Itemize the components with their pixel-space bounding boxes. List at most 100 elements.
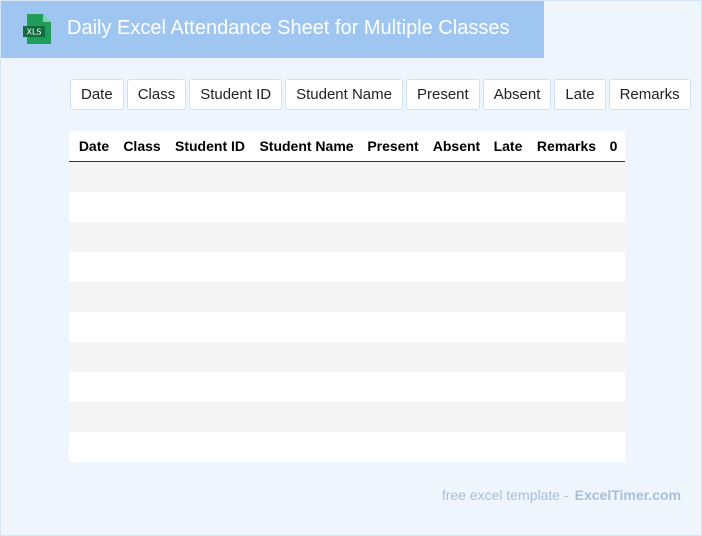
footer-text: free excel template - — [441, 487, 569, 503]
table-cell — [119, 161, 165, 192]
table-cell — [255, 252, 358, 282]
table-cell — [119, 282, 165, 312]
table-cell — [358, 312, 428, 342]
attendance-table: Date Class Student ID Student Name Present Ab… — [69, 131, 625, 462]
table-cell — [165, 192, 255, 222]
table-cell — [485, 282, 531, 312]
table-row — [69, 222, 625, 252]
table-cell — [602, 342, 625, 372]
table-cell — [119, 312, 165, 342]
table-body — [69, 161, 625, 462]
table-cell — [255, 432, 358, 462]
table-cell — [255, 282, 358, 312]
table-cell — [531, 342, 602, 372]
table-cell — [485, 192, 531, 222]
table-cell — [358, 192, 428, 222]
column-header: Late — [485, 131, 531, 162]
table-row — [69, 282, 625, 312]
table-cell — [602, 252, 625, 282]
filter-button[interactable]: Absent — [482, 79, 552, 110]
table-cell — [428, 342, 485, 372]
table-row — [69, 161, 625, 192]
table-cell — [358, 282, 428, 312]
footer-brand: ExcelTimer.com — [574, 487, 681, 503]
column-header: Class — [119, 131, 165, 162]
table-cell — [119, 252, 165, 282]
table-cell — [602, 432, 625, 462]
column-header: Absent — [428, 131, 485, 162]
table-cell — [485, 161, 531, 192]
page-title: Daily Excel Attendance Sheet for Multipl… — [67, 17, 510, 39]
icon-label: XLS — [26, 28, 41, 37]
table-cell — [358, 222, 428, 252]
table-cell — [69, 282, 119, 312]
table-row — [69, 372, 625, 402]
table-cell — [119, 342, 165, 372]
filter-button[interactable]: Late — [554, 79, 606, 110]
filter-button[interactable]: Class — [126, 79, 187, 110]
table-cell — [69, 342, 119, 372]
table-cell — [255, 312, 358, 342]
xls-icon: XLS — [23, 14, 51, 44]
table-cell — [485, 372, 531, 402]
table-cell — [358, 342, 428, 372]
footer: free excel template - ExcelTimer.com — [442, 487, 681, 503]
table-cell — [165, 222, 255, 252]
table-cell — [165, 402, 255, 432]
table-cell — [165, 312, 255, 342]
table-cell — [428, 432, 485, 462]
table-cell — [602, 161, 625, 192]
column-header: Present — [358, 131, 428, 162]
table-cell — [358, 372, 428, 402]
table-cell — [531, 312, 602, 342]
table-cell — [165, 161, 255, 192]
table-cell — [428, 402, 485, 432]
table-cell — [531, 222, 602, 252]
table-cell — [255, 372, 358, 402]
table-cell — [69, 192, 119, 222]
table-cell — [428, 192, 485, 222]
table-row — [69, 342, 625, 372]
table-cell — [69, 252, 119, 282]
table-cell — [69, 402, 119, 432]
table-cell — [531, 161, 602, 192]
table-cell — [165, 282, 255, 312]
table-cell — [165, 432, 255, 462]
table-cell — [485, 432, 531, 462]
filter-button[interactable]: Student ID — [189, 79, 283, 110]
filter-button[interactable]: Date — [70, 79, 124, 110]
table-cell — [69, 432, 119, 462]
table-cell — [485, 402, 531, 432]
table-cell — [531, 432, 602, 462]
column-header: Student Name — [255, 131, 358, 162]
table-cell — [602, 312, 625, 342]
table-cell — [69, 222, 119, 252]
table-cell — [255, 192, 358, 222]
button-row: Date Class Student ID Student Name Present Ab… — [70, 79, 691, 110]
table-cell — [485, 222, 531, 252]
table-cell — [119, 222, 165, 252]
table-cell — [255, 161, 358, 192]
table-cell — [119, 432, 165, 462]
table-row — [69, 252, 625, 282]
table-cell — [358, 161, 428, 192]
table-cell — [69, 161, 119, 192]
filter-button[interactable]: Present — [405, 79, 480, 110]
table-cell — [428, 282, 485, 312]
table-row — [69, 312, 625, 342]
table-cell — [485, 312, 531, 342]
table-cell — [531, 252, 602, 282]
table-cell — [531, 282, 602, 312]
filter-button[interactable]: Student Name — [285, 79, 403, 110]
table-cell — [602, 282, 625, 312]
table-cell — [165, 342, 255, 372]
table-cell — [119, 372, 165, 402]
table-cell — [531, 372, 602, 402]
table-cell — [255, 402, 358, 432]
filter-button[interactable]: Remarks — [608, 79, 691, 110]
column-header: 0 — [602, 131, 625, 162]
table-cell — [485, 252, 531, 282]
table-cell — [602, 372, 625, 402]
table-cell — [358, 252, 428, 282]
table-cell — [485, 342, 531, 372]
